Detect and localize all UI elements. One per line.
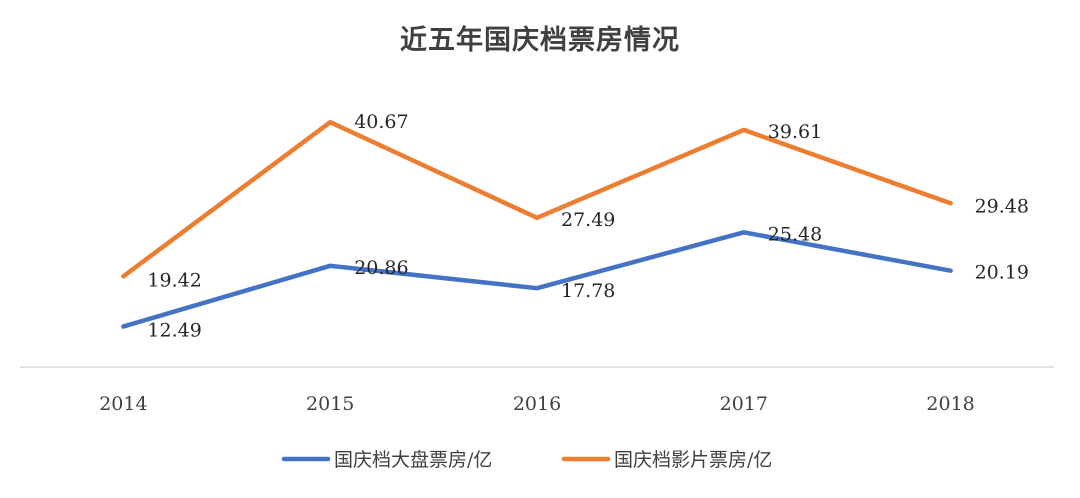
- data-label-total-box-office-2014: 12.49: [147, 320, 201, 342]
- x-tick-labels: 2014 2015 2016 2017 2018: [99, 393, 975, 415]
- data-label-total-box-office-2018: 20.19: [975, 262, 1029, 284]
- data-label-total-box-office-2016: 17.78: [561, 280, 615, 302]
- legend-label-total-box-office: 国庆档大盘票房/亿: [334, 449, 492, 471]
- data-label-film-box-office-2017: 39.61: [768, 121, 822, 143]
- x-tick-label-2018: 2018: [926, 393, 974, 415]
- data-label-total-box-office-2017: 25.48: [768, 223, 822, 245]
- data-label-film-box-office-2016: 27.49: [561, 209, 615, 231]
- x-tick-label-2014: 2014: [99, 393, 147, 415]
- series-lines: [121, 119, 953, 329]
- legend: 国庆档大盘票房/亿 国庆档影片票房/亿: [281, 449, 772, 471]
- x-tick-label-2017: 2017: [720, 393, 768, 415]
- chart-title: 近五年国庆档票房情况: [400, 25, 680, 56]
- series-line-total-box-office: [121, 230, 953, 329]
- data-label-film-box-office-2015: 40.67: [354, 111, 408, 133]
- data-label-total-box-office-2015: 20.86: [354, 257, 408, 279]
- x-tick-label-2016: 2016: [513, 393, 561, 415]
- data-labels: 12.49 20.86 17.78 25.48 20.19 19.42 40.67 27.49…: [147, 111, 1029, 341]
- series-line-film-box-office: [121, 119, 953, 279]
- x-tick-label-2015: 2015: [306, 393, 354, 415]
- data-label-film-box-office-2018: 29.48: [975, 195, 1029, 217]
- data-label-film-box-office-2014: 19.42: [147, 269, 201, 291]
- legend-label-film-box-office: 国庆档影片票房/亿: [614, 449, 772, 471]
